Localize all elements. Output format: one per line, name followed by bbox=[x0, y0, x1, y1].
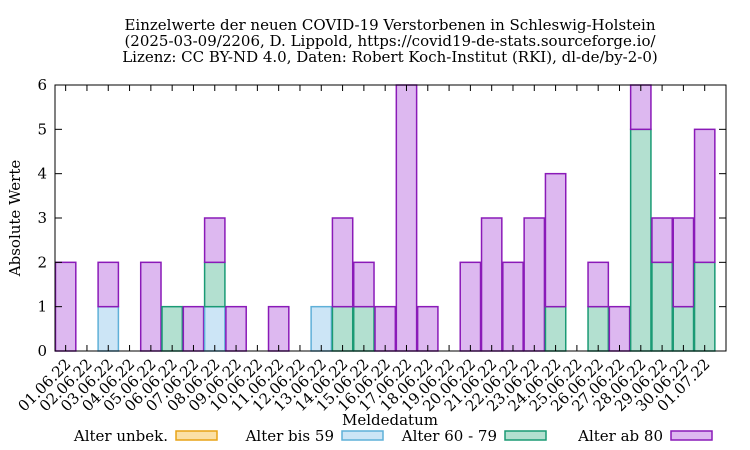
y-tick-label: 5 bbox=[37, 120, 47, 138]
bar-29.06.22-series-3 bbox=[651, 217, 673, 264]
bar-26.06.22-series-3 bbox=[587, 261, 610, 308]
bar-28.06.22-series-3 bbox=[629, 84, 652, 131]
bar-03.06.22-series-3 bbox=[97, 261, 120, 308]
bar-24.06.22-series-2 bbox=[544, 305, 567, 352]
bar-28.06.22-series-2 bbox=[629, 128, 652, 352]
bar-13.06.22-series-1 bbox=[310, 305, 333, 352]
legend-label: Alter unbek. bbox=[73, 427, 168, 445]
bar-06.06.22-series-2 bbox=[161, 305, 184, 352]
bar-20.06.22-series-3 bbox=[459, 261, 482, 352]
bar-01.07.22-series-2 bbox=[693, 261, 716, 352]
bar-24.06.22-series-3 bbox=[544, 172, 567, 308]
legend-swatch bbox=[504, 430, 547, 441]
bar-11.06.22-series-3 bbox=[267, 305, 290, 352]
bar-08.06.22-series-3 bbox=[203, 217, 226, 264]
y-tick-label: 4 bbox=[37, 165, 47, 183]
bar-30.06.22-series-3 bbox=[672, 217, 695, 308]
y-axis-label: Absolute Werte bbox=[6, 160, 24, 278]
legend-swatch bbox=[341, 430, 384, 441]
bar-14.06.22-series-3 bbox=[331, 217, 354, 308]
bar-16.06.22-series-3 bbox=[374, 305, 397, 352]
legend-label: Alter bis 59 bbox=[245, 427, 334, 445]
title-line-2: (2025-03-09/2206, D. Lippold, https://co… bbox=[124, 32, 656, 50]
bar-03.06.22-series-1 bbox=[97, 305, 120, 352]
bar-05.06.22-series-3 bbox=[139, 261, 162, 352]
bar-15.06.22-series-2 bbox=[352, 305, 375, 352]
bar-09.06.22-series-3 bbox=[225, 305, 247, 352]
y-tick-label: 1 bbox=[37, 298, 47, 316]
bar-29.06.22-series-2 bbox=[651, 261, 673, 352]
bar-17.06.22-series-3 bbox=[395, 84, 418, 352]
bar-22.06.22-series-3 bbox=[502, 261, 524, 352]
bar-23.06.22-series-3 bbox=[523, 217, 546, 352]
bar-14.06.22-series-2 bbox=[331, 305, 354, 352]
legend-label: Alter ab 80 bbox=[577, 427, 663, 445]
y-axis: 0 1 2 3 4 5 6 bbox=[37, 76, 726, 360]
title-line-3: Lizenz: CC BY-ND 4.0, Daten: Robert Koch… bbox=[122, 48, 658, 66]
legend-swatch bbox=[175, 430, 218, 441]
legend-label: Alter 60 - 79 bbox=[401, 427, 497, 445]
y-tick-label: 2 bbox=[37, 253, 47, 271]
y-tick-label: 0 bbox=[37, 342, 47, 360]
bar-30.06.22-series-2 bbox=[672, 305, 695, 352]
legend-swatch bbox=[670, 430, 713, 441]
y-tick-label: 3 bbox=[37, 209, 47, 227]
legend: Alter unbek. Alter bis 59 Alter 60 - 79 Alt… bbox=[73, 427, 713, 445]
title-line-1: Einzelwerte der neuen COVID-19 Verstorbe… bbox=[124, 16, 655, 34]
bar-08.06.22-series-1 bbox=[203, 305, 226, 352]
bar-18.06.22-series-3 bbox=[416, 305, 439, 352]
bar-stacks bbox=[54, 84, 716, 352]
bar-27.06.22-series-3 bbox=[608, 305, 631, 352]
y-tick-label: 6 bbox=[37, 76, 47, 94]
x-axis: 01.06.2202.06.2203.06.2204.06.2205.06.22… bbox=[15, 85, 714, 415]
x-axis-label: Meldedatum bbox=[342, 411, 438, 429]
bar-01.07.22-series-3 bbox=[693, 128, 716, 264]
bar-07.06.22-series-3 bbox=[182, 305, 205, 352]
bar-08.06.22-series-2 bbox=[203, 261, 226, 308]
chart-title: Einzelwerte der neuen COVID-19 Verstorbe… bbox=[122, 16, 658, 66]
bar-15.06.22-series-3 bbox=[352, 261, 375, 308]
bar-26.06.22-series-2 bbox=[587, 305, 610, 352]
bar-21.06.22-series-3 bbox=[480, 217, 503, 352]
